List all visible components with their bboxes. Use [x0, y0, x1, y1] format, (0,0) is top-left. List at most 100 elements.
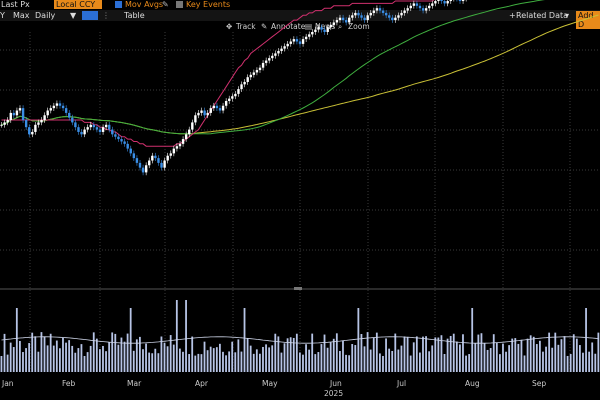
candle-body [209, 108, 212, 113]
candle-body [218, 108, 222, 111]
volume-bar [163, 342, 166, 372]
annotate-icon[interactable]: ✎ [261, 22, 268, 31]
volume-bar [483, 343, 486, 372]
candle-body [406, 8, 409, 11]
candle-body [394, 17, 397, 21]
zoom-button[interactable]: Zoom [348, 22, 370, 31]
volume-bar [369, 349, 372, 372]
currency-dropdown[interactable]: Local CCY [54, 0, 102, 9]
candle-body [283, 46, 286, 49]
volume-bar [511, 338, 514, 372]
candle-body [166, 155, 169, 161]
volume-bar [406, 337, 409, 372]
volume-bar [415, 336, 418, 372]
ma-short-line [1, 0, 435, 147]
add-data-button[interactable]: Add D [576, 11, 600, 29]
candle-body [175, 146, 179, 149]
frequency-dropdown[interactable]: Daily [35, 11, 56, 20]
dots-separator: ⋮ [102, 11, 110, 20]
volume-bar [126, 333, 129, 372]
annotate-button[interactable]: Annotate [271, 22, 306, 31]
news-button[interactable]: News [315, 22, 336, 31]
volume-bar [157, 353, 160, 372]
volume-bar [286, 338, 289, 372]
track-button[interactable]: Track [236, 22, 256, 31]
mov-avgs-checkbox[interactable] [115, 1, 122, 8]
candle-body [86, 127, 89, 130]
candle-body [43, 115, 46, 121]
volume-bar [569, 354, 572, 372]
volume-bar [486, 349, 489, 372]
mov-avgs-label[interactable]: Mov Avgs [125, 0, 164, 9]
candle-body [194, 115, 197, 123]
related-data-button[interactable]: Related Data [516, 11, 569, 20]
candle-body [144, 165, 148, 173]
candle-body [295, 39, 299, 42]
candle-body [224, 101, 228, 106]
candle-body [320, 27, 323, 30]
zoom-icon[interactable]: ⌕ [338, 22, 343, 31]
volume-bar [185, 300, 187, 372]
volume-bar [508, 345, 511, 372]
volume-bar [191, 336, 194, 372]
candle-body [335, 20, 339, 23]
candle-body [268, 58, 271, 61]
candle-body [449, 0, 452, 2]
candle-body [391, 17, 394, 21]
candle-body [286, 43, 289, 47]
volume-bar [474, 343, 477, 372]
candle-body [117, 136, 120, 140]
volume-bar [92, 332, 95, 372]
volume-bar [412, 342, 415, 372]
volume-bar [455, 341, 458, 372]
volume-bar [139, 336, 141, 372]
key-events-label[interactable]: Key Events [186, 0, 231, 9]
field-label[interactable]: Last Px [1, 0, 30, 9]
track-icon[interactable]: ✥ [226, 22, 233, 31]
candle-body [172, 148, 176, 154]
volume-bar [572, 334, 575, 372]
volume-bar [403, 336, 406, 372]
candle-body [0, 124, 3, 126]
candle-body [338, 17, 342, 21]
chart-type-icon[interactable] [82, 11, 98, 20]
volume-bar [62, 337, 64, 372]
key-events-checkbox[interactable] [176, 1, 183, 8]
volume-bar [431, 345, 434, 372]
period-max[interactable]: Max [13, 11, 30, 20]
x-tick-label: Mar [127, 379, 142, 388]
volume-bar [505, 351, 507, 372]
volume-bar [391, 350, 394, 372]
volume-bar [228, 351, 231, 372]
candle-body [292, 39, 296, 42]
volume-bar [357, 308, 360, 372]
chevron-down-icon[interactable]: ▾ [565, 11, 570, 20]
candle-body [3, 122, 6, 125]
candle-body [74, 122, 77, 128]
candle-body [341, 17, 345, 21]
volume-bar [492, 334, 495, 372]
volume-bar [182, 351, 184, 372]
candle-body [212, 105, 216, 109]
volume-bar [123, 341, 126, 372]
volume-bar [71, 345, 74, 372]
candle-body [215, 105, 219, 109]
candle-body [231, 96, 234, 99]
volume-bar [12, 347, 15, 372]
volume-bar [585, 308, 587, 372]
x-tick-label: Apr [195, 379, 209, 388]
candle-body [52, 105, 56, 109]
news-icon[interactable]: ▤ [305, 22, 313, 31]
volume-bar [437, 337, 440, 372]
volume-bar [49, 333, 52, 372]
plus-icon[interactable]: + [509, 11, 516, 20]
volume-bar [25, 348, 27, 372]
chevron-down-icon[interactable]: ▼ [70, 11, 77, 20]
pencil-icon[interactable]: ✎ [162, 0, 169, 9]
table-button[interactable]: Table [124, 11, 145, 20]
candle-body [277, 51, 280, 54]
x-tick-label: May [262, 379, 278, 388]
volume-bar [526, 338, 529, 372]
period-y[interactable]: Y [0, 11, 5, 20]
